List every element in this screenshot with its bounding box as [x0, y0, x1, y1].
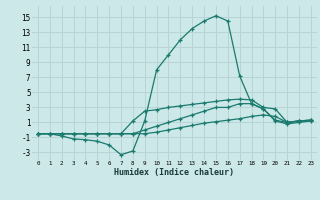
X-axis label: Humidex (Indice chaleur): Humidex (Indice chaleur) — [115, 168, 234, 177]
